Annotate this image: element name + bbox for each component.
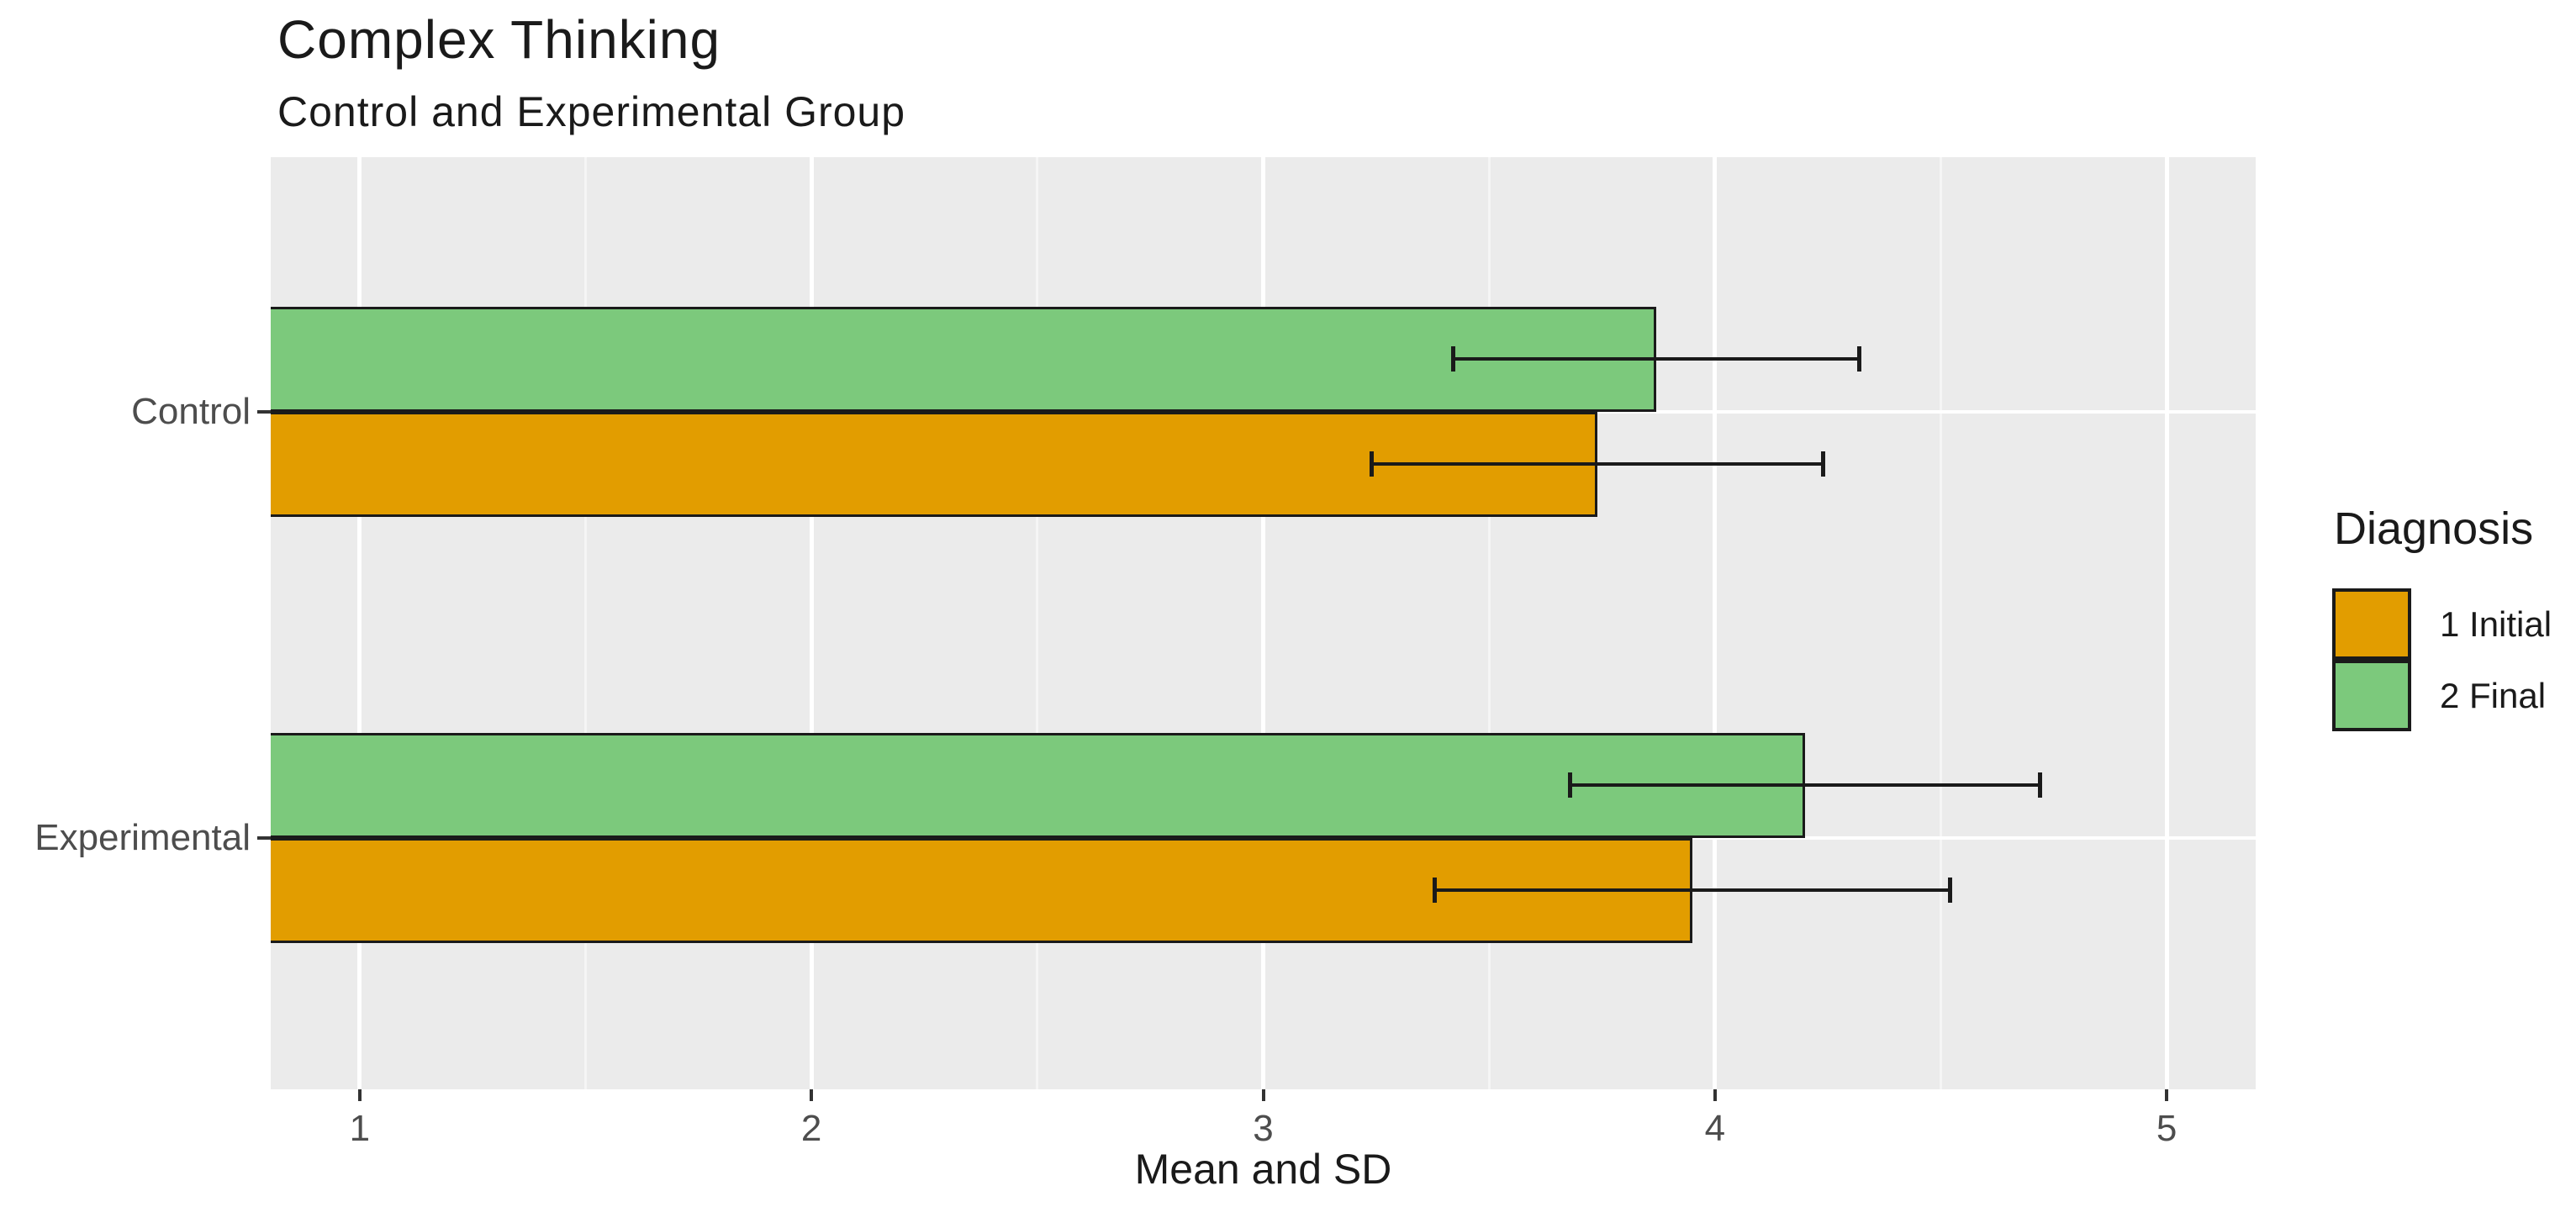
x-tick-label: 2 (800, 1108, 822, 1149)
errorbar-experimental-2-final (1570, 783, 2040, 788)
errorbar-experimental-1-initial (1434, 888, 1950, 893)
errorbar-cap (1450, 346, 1455, 372)
x-tick-label: 3 (1253, 1108, 1274, 1149)
x-axis-title: Mean and SD (1134, 1146, 1392, 1193)
gridline-minor-x (584, 157, 587, 1089)
legend-entries: 1 Initial 2 Final (2332, 588, 2552, 731)
gridline-minor-x (1939, 157, 1942, 1089)
legend-key-2-final (2332, 660, 2411, 731)
x-tick-mark (810, 1089, 814, 1101)
y-tick-mark (257, 835, 271, 840)
legend-key-1-initial (2332, 588, 2411, 660)
legend: Diagnosis 1 Initial 2 Final (2332, 503, 2552, 731)
errorbar-cap (1369, 451, 1374, 477)
x-tick-mark (357, 1089, 362, 1101)
x-tick-label: 1 (349, 1108, 371, 1149)
gridline-major-x (1261, 157, 1265, 1089)
chart-title: Complex Thinking (277, 9, 721, 70)
x-tick-mark (1713, 1089, 1717, 1101)
legend-title: Diagnosis (2334, 503, 2534, 554)
x-tick-label: 4 (1704, 1108, 1726, 1149)
gridline-major-x (1713, 157, 1718, 1089)
legend-entry-1-initial: 1 Initial (2332, 588, 2552, 660)
gridline-major-x (809, 157, 814, 1089)
legend-entry-2-final: 2 Final (2332, 660, 2546, 731)
bar-control-2-final (271, 306, 1656, 412)
bar-experimental-2-final (271, 732, 1806, 838)
legend-label-2-final: 2 Final (2440, 675, 2547, 715)
plot-panel (271, 157, 2256, 1089)
errorbar-control-2-final (1453, 357, 1860, 361)
gridline-minor-x (1036, 157, 1039, 1089)
errorbar-cap (1821, 451, 1826, 477)
y-tick-mark (257, 409, 271, 414)
y-axis-label-control: Control (131, 390, 251, 432)
errorbar-cap (1568, 772, 1573, 799)
x-tick-label: 5 (2156, 1108, 2177, 1149)
gridline-major-x (357, 157, 362, 1089)
chart-subtitle: Control and Experimental Group (277, 88, 906, 135)
x-tick-mark (1261, 1089, 1265, 1101)
errorbar-cap (1857, 346, 1862, 372)
legend-label-1-initial: 1 Initial (2440, 604, 2552, 644)
errorbar-cap (2038, 772, 2043, 799)
errorbar-control-1-initial (1371, 462, 1824, 466)
errorbar-cap (1433, 878, 1438, 904)
gridline-minor-x (1487, 157, 1491, 1089)
x-tick-mark (2165, 1089, 2169, 1101)
gridline-major-x (2164, 157, 2169, 1089)
y-axis-label-experimental: Experimental (34, 816, 251, 858)
errorbar-cap (1947, 878, 1952, 904)
